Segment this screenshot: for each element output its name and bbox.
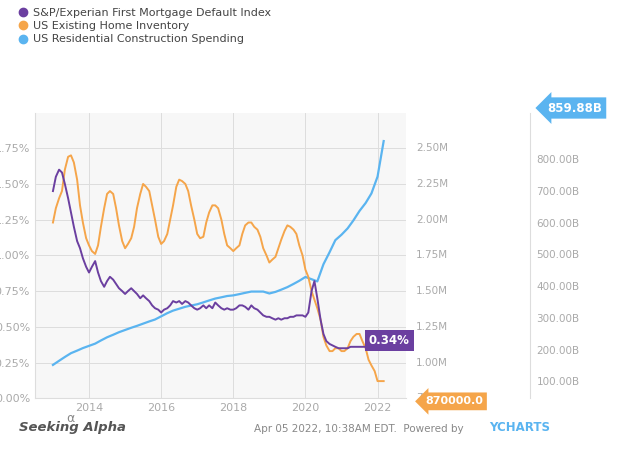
Text: 400.00B: 400.00B — [537, 282, 580, 292]
Text: 200.00B: 200.00B — [537, 346, 580, 356]
Text: 2.25M: 2.25M — [416, 179, 448, 189]
Text: 600.00B: 600.00B — [537, 219, 580, 229]
Text: 2.50M: 2.50M — [416, 143, 448, 153]
Text: 1.50M: 1.50M — [416, 286, 448, 296]
Text: 0.34%: 0.34% — [369, 334, 410, 347]
Text: 1.25M: 1.25M — [416, 322, 448, 332]
Text: YCHARTS: YCHARTS — [489, 421, 550, 434]
Text: 100.00B: 100.00B — [537, 378, 580, 387]
Text: 500.00B: 500.00B — [537, 250, 580, 261]
Text: 1.75M: 1.75M — [416, 250, 448, 261]
Text: 700.00B: 700.00B — [537, 187, 580, 197]
Text: α: α — [67, 412, 75, 425]
Text: Seeking Alpha: Seeking Alpha — [19, 421, 126, 434]
Text: 859.88B: 859.88B — [547, 102, 602, 114]
Text: 300.00B: 300.00B — [537, 314, 580, 324]
Text: Apr 05 2022, 10:38AM EDT.  Powered by: Apr 05 2022, 10:38AM EDT. Powered by — [254, 424, 467, 434]
Text: 800.00B: 800.00B — [537, 155, 580, 165]
Text: 750000.0: 750000.0 — [416, 393, 465, 403]
Legend: S&P/Experian First Mortgage Default Index, US Existing Home Inventory, US Reside: S&P/Experian First Mortgage Default Inde… — [18, 8, 271, 45]
Text: 870000.0: 870000.0 — [425, 396, 483, 406]
Text: 1.00M: 1.00M — [416, 358, 448, 368]
Text: 2.00M: 2.00M — [416, 215, 448, 225]
